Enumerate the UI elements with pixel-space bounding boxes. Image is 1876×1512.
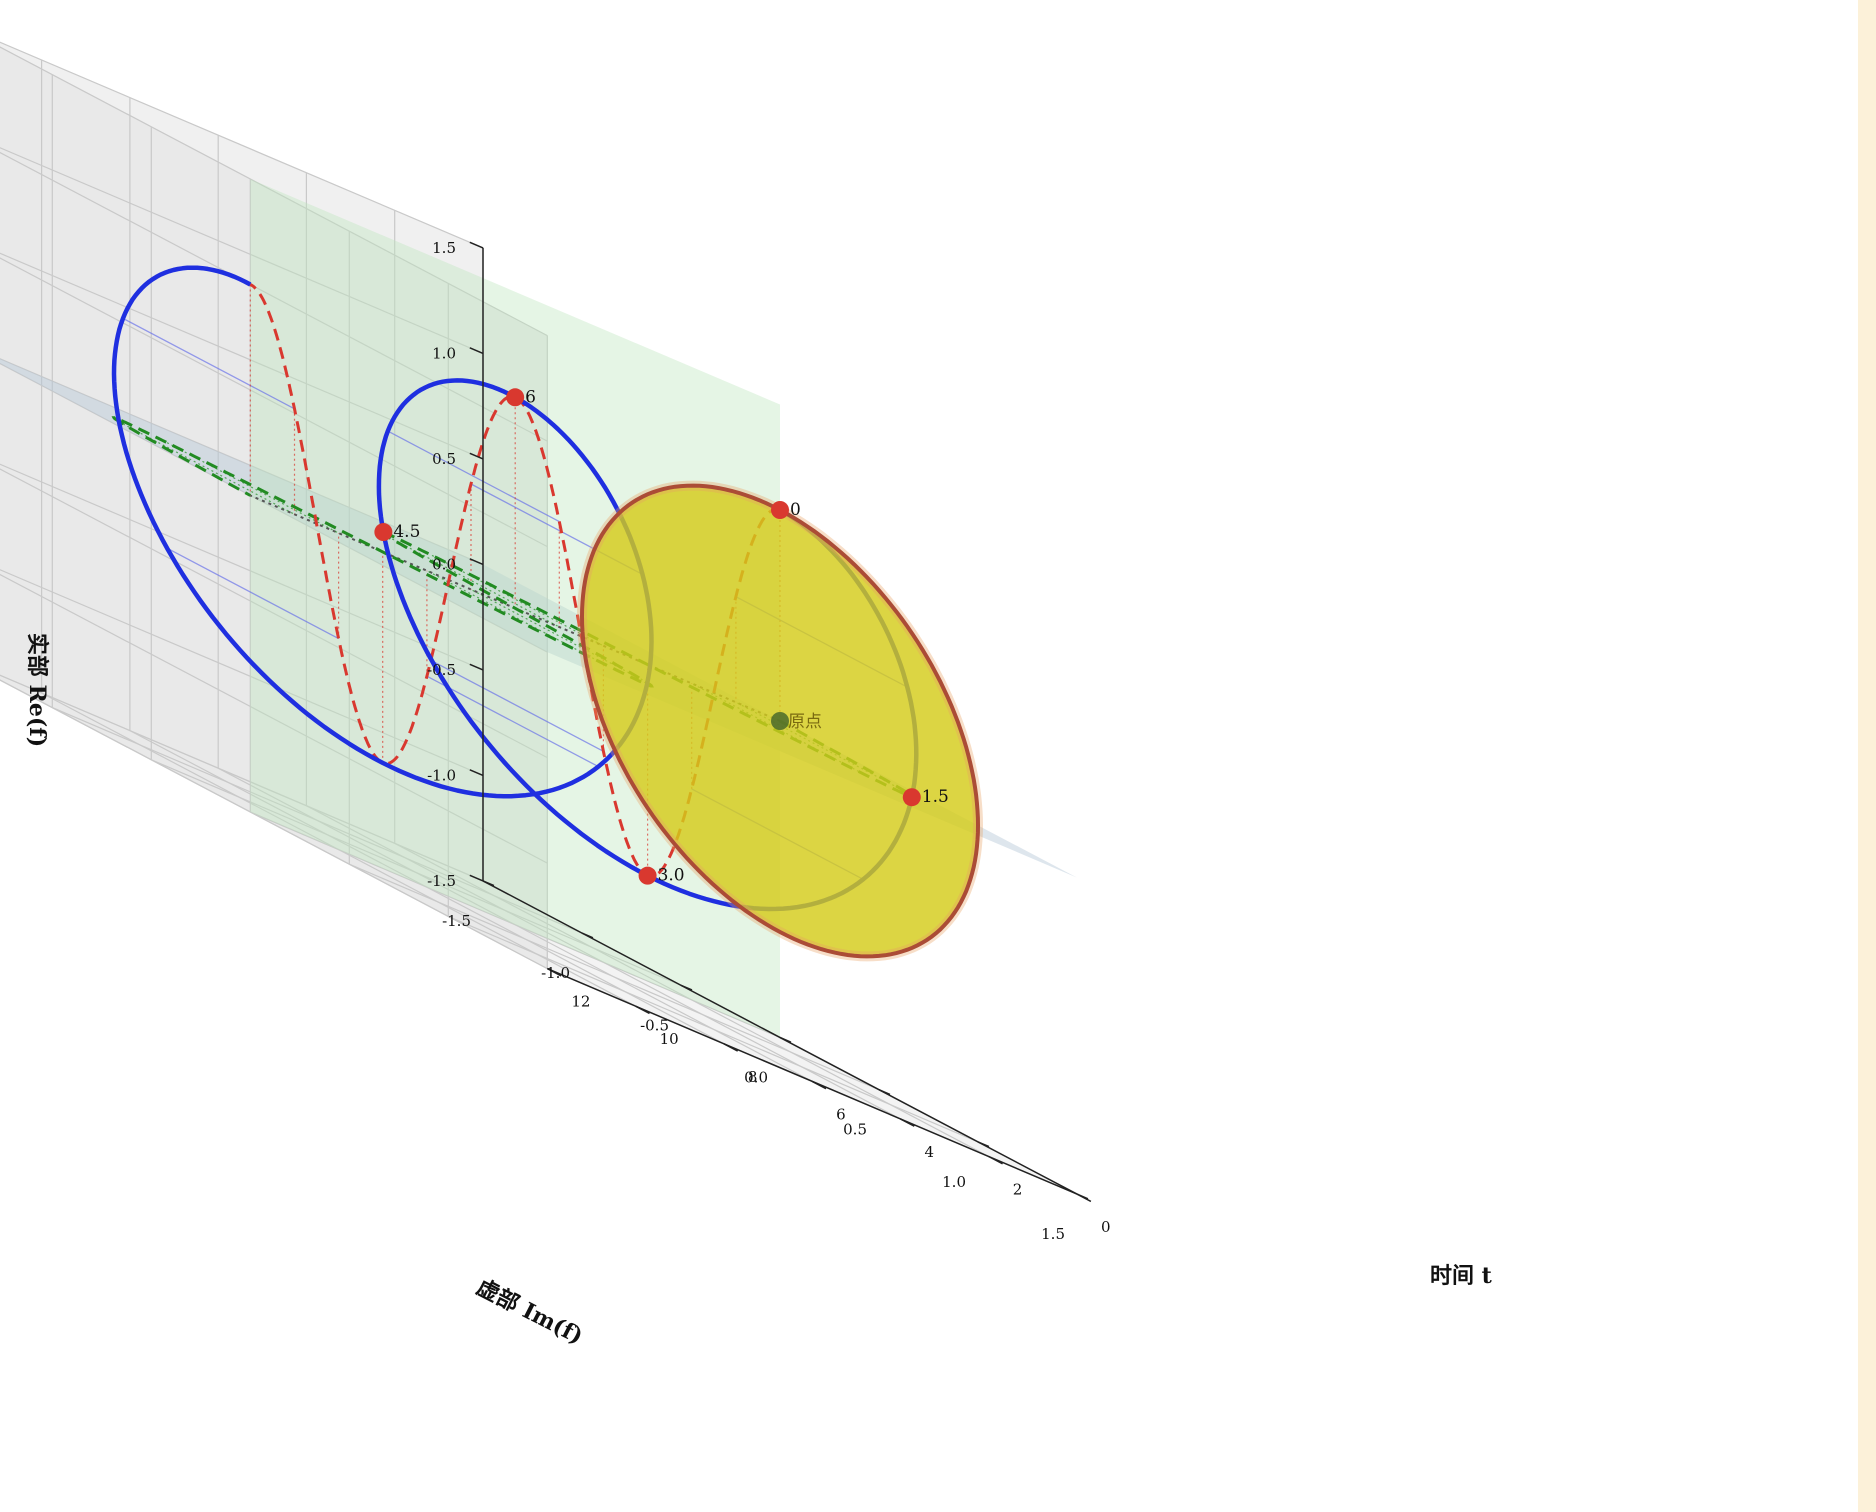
grid-line [349,863,880,1091]
y-tick [878,1089,891,1096]
z-tick-label: -1.0 [427,766,456,784]
imag-drop-line [431,554,604,647]
grid-line [0,147,484,354]
x-tick-label: 10 [660,1030,679,1048]
axis-lines [469,241,1092,1203]
grid-line [0,569,484,776]
x-tick-label: 4 [924,1143,934,1161]
x-tick [546,967,562,977]
grid-line [0,573,548,864]
y-tick [680,984,693,991]
x-axis-line [547,967,1078,1195]
z-tick-label: -0.5 [427,661,456,679]
grid-line [52,707,583,934]
y-tick [581,932,594,939]
origin-label: 原点 [788,712,822,732]
x-tick-label: 2 [1013,1181,1023,1199]
z-tick-label: -1.5 [427,872,456,890]
imag-drop-line [122,423,295,515]
grid-line [0,674,484,882]
x-tick [900,1118,915,1127]
helix-drop-line [166,547,339,640]
grid-line [0,41,484,249]
x-tick-label: 12 [571,993,590,1011]
imag-drop-line [470,588,643,681]
y-tick-label: -0.5 [640,1016,669,1034]
marked-point-label: 3.0 [658,866,685,886]
marked-point-label: 1.5 [922,787,949,807]
grid-line [151,759,682,986]
z-tick [469,452,484,460]
marked-points: 原点 0 1.5 3.0 4.5 6 [374,387,949,886]
marked-point [638,866,657,885]
z-tick [469,558,484,566]
grid-line [448,915,979,1143]
x-axis-label: 时间 t [1430,1263,1493,1289]
grid-line [0,358,484,565]
grid-lines [0,41,1078,1195]
x-tick [811,1080,827,1090]
y-tick-label: -1.0 [541,964,570,982]
marked-point [506,388,525,407]
grid-line [250,811,781,1039]
right-edge-strip [1858,0,1876,1512]
x-tick-label: 0 [1101,1218,1111,1236]
marked-point-label: 6 [525,387,536,407]
y-tick-label: -1.5 [442,912,471,930]
helix-drop-line [431,660,604,752]
z-tick-label: 0.5 [432,450,456,468]
marked-point-label: 4.5 [393,522,420,542]
unit-disc-rim [576,480,984,962]
y-tick [1076,1193,1089,1200]
z-tick [469,874,484,882]
marked-point [771,501,789,519]
helix-drop-line [426,675,599,768]
z-tick [469,241,484,249]
grid-line [0,463,484,671]
tick-labels: 0 2 4 6 8 10 12 -1.5 -1.0 -0.5 0.0 0.5 1.0 1.5 -1.5 -1.… [427,239,1110,1243]
x-tick [988,1155,1003,1165]
marked-point [374,523,393,542]
marked-point-label: 0 [790,500,801,520]
imag-drop-line [387,536,560,628]
origin-marker [771,712,789,730]
y-tick-label: 1.5 [1041,1225,1065,1243]
imag-drop-line [426,570,599,662]
grid-line [0,468,548,759]
helix-drop-line [387,430,560,523]
x-tick [723,1043,739,1052]
y-tick [779,1036,792,1043]
y-tick-label: 1.0 [942,1173,966,1191]
z-axis-label: 实部 Re(f) [24,633,50,747]
helix-drop-line [122,317,295,410]
y-tick [482,880,495,887]
y-tick-label: 0.0 [744,1069,768,1087]
y-axis-label: 虚部 Im(f) [472,1274,587,1350]
y-tick-label: 0.5 [843,1121,867,1139]
x-tick [635,1005,650,1015]
z-tick-label: 1.0 [432,344,456,362]
z-tick [469,769,484,777]
z-tick [469,663,484,671]
marked-point [902,788,921,807]
x-tick-label: 6 [836,1105,846,1123]
x-tick-label: 8 [748,1068,758,1086]
z-tick-label: 1.5 [432,239,456,257]
z-tick [469,347,484,355]
z-tick-label: 0.0 [432,555,456,573]
y-tick [977,1141,990,1148]
grid-line [0,679,548,970]
imag-drop-line [166,442,339,534]
grid-line [0,46,548,337]
